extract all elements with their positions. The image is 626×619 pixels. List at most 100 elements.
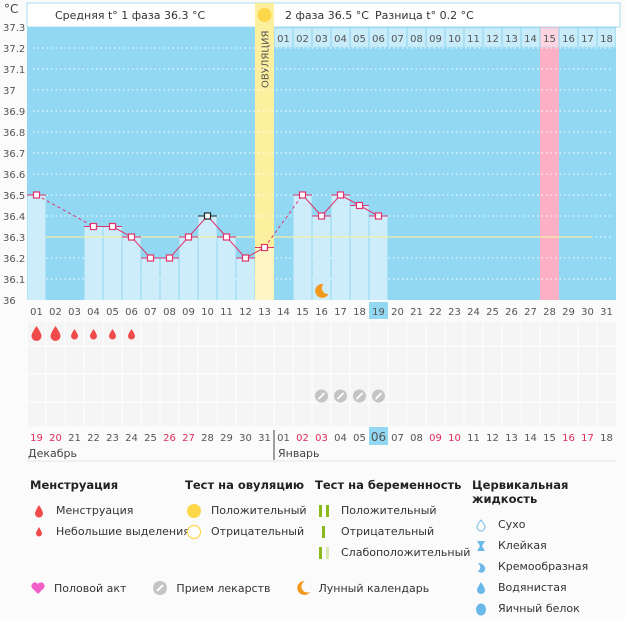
legend-item: Положительный <box>341 504 437 517</box>
temperature-point <box>260 243 269 252</box>
calendar-date: 20 <box>49 433 62 444</box>
calendar-date: 26 <box>163 433 176 444</box>
calendar-date: 13 <box>505 433 518 444</box>
next-cycle-day-label: 13 <box>505 34 518 45</box>
next-cycle-day-cell <box>426 27 445 48</box>
x-tick-label: 03 <box>68 307 81 318</box>
bbt-chart: ОВУЛЯЦИЯ 01 02 03 04 05 06 07 08 09 10 11 12 13 14 15 16… <box>3 2 621 462</box>
temperature-bar <box>141 258 160 300</box>
pill-icon-stripe <box>336 392 345 400</box>
temperature-point <box>317 212 326 220</box>
header-box <box>26 2 621 28</box>
x-tick-label: 21 <box>410 307 423 318</box>
temperature-point <box>336 191 345 199</box>
x-tick-label: 07 <box>144 307 157 318</box>
next-cycle-day-label: 18 <box>600 34 613 45</box>
legend-item: Слабоположительный <box>341 546 471 559</box>
pill-icon-stripe <box>355 392 364 400</box>
next-cycle-day-label: 01 <box>277 34 290 45</box>
month-label-december: Декабрь <box>28 447 77 460</box>
legend-item: Положительный <box>211 504 307 517</box>
calendar-date: 02 <box>296 433 309 444</box>
next-cycle-day-label: 07 <box>391 34 404 45</box>
y-tick-label: 36.3 <box>3 233 25 244</box>
legend-item: Лунный календарь <box>318 581 430 595</box>
watery-icon <box>472 581 490 595</box>
legend-ovulation-test: Тест на овуляцию Положительный Отрицател… <box>185 478 307 542</box>
today-date-highlight <box>369 427 388 445</box>
temperature-point <box>165 254 174 262</box>
y-unit-label: °C <box>4 2 19 16</box>
temperature-bar <box>160 258 179 300</box>
x-tick-label: 24 <box>467 307 480 318</box>
temperature-bar <box>84 226 103 300</box>
phase2-average: 2 фаза 36.5 °C <box>285 9 369 22</box>
temperature-bar <box>122 237 141 300</box>
light-drop-icon <box>90 329 97 340</box>
x-tick-label: 22 <box>429 307 442 318</box>
next-cycle-day-cell <box>274 27 293 48</box>
calendar-date: 31 <box>258 433 271 444</box>
temperature-segment <box>36 194 94 227</box>
temperature-point <box>203 212 212 220</box>
one-line-icon <box>315 525 333 539</box>
next-cycle-day-cell <box>388 27 407 48</box>
legend-item: Менструация <box>56 504 134 517</box>
next-cycle-day-cell <box>407 27 426 48</box>
calendar-date: 14 <box>524 433 537 444</box>
calendar-date: 06 <box>371 430 386 444</box>
y-tick-label: 37.3 <box>3 23 25 34</box>
creamy-icon <box>472 560 490 574</box>
calendar-date: 27 <box>182 433 195 444</box>
x-tick-label: 15 <box>296 307 309 318</box>
calendar-date: 11 <box>467 433 480 444</box>
calendar-date: 03 <box>315 433 328 444</box>
temperature-point <box>146 254 155 262</box>
temperature-bar <box>27 195 46 300</box>
temperature-bar <box>255 247 274 300</box>
x-tick-label: 09 <box>182 307 195 318</box>
heavy-drop-icon <box>50 326 61 342</box>
calendar-date: 12 <box>486 433 499 444</box>
legend-item: Сухо <box>498 518 526 531</box>
calendar-date: 19 <box>30 433 43 444</box>
x-tick-label: 20 <box>391 307 404 318</box>
next-cycle-day-cell <box>445 27 464 48</box>
next-cycle-day-cell <box>578 27 597 48</box>
y-tick-label: 36 <box>3 296 16 307</box>
temperature-point <box>32 191 41 199</box>
heavy-drop-icon <box>31 326 42 342</box>
x-tick-label: 17 <box>334 307 347 318</box>
next-cycle-day-label: 17 <box>581 34 594 45</box>
legend-title: Тест на беременность <box>315 478 462 492</box>
calendar-date: 24 <box>125 433 138 444</box>
x-tick-label: 19 <box>372 307 385 318</box>
light-drop-icon <box>128 329 135 340</box>
next-cycle-day-label: 15 <box>543 34 556 45</box>
calendar-date: 25 <box>144 433 157 444</box>
calendar-date: 23 <box>106 433 119 444</box>
legend-menstruation: Менструация Менструация Небольшие выделе… <box>30 478 190 542</box>
x-tick-label: 11 <box>220 307 233 318</box>
x-tick-label: 26 <box>505 307 518 318</box>
temperature-bar <box>350 205 369 300</box>
legend-title: Тест на овуляцию <box>185 478 305 492</box>
calendar-date: 15 <box>543 433 556 444</box>
x-tick-label: 23 <box>448 307 461 318</box>
next-cycle-day-label: 03 <box>315 34 328 45</box>
x-tick-label: 12 <box>239 307 252 318</box>
faint-line-icon <box>315 546 333 560</box>
y-tick-label: 36.4 <box>3 212 25 223</box>
temperature-point <box>374 212 383 220</box>
next-cycle-day-label: 09 <box>429 34 442 45</box>
next-cycle-day-label: 12 <box>486 34 499 45</box>
temperature-bar <box>293 195 312 300</box>
next-cycle-day-label: 05 <box>353 34 366 45</box>
calendar-date: 18 <box>600 433 613 444</box>
temperature-bar <box>217 237 236 300</box>
calendar-date: 09 <box>429 433 442 444</box>
y-tick-label: 36.7 <box>3 149 25 160</box>
legend-item: Отрицательный <box>211 525 305 538</box>
x-tick-label: 28 <box>543 307 556 318</box>
x-tick-label: 16 <box>315 307 328 318</box>
